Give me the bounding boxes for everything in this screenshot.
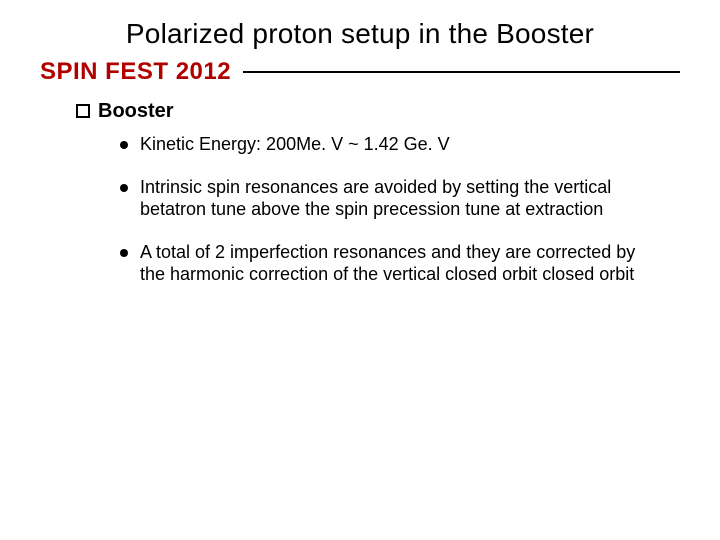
section-heading: Booster: [98, 100, 174, 123]
square-bullet-icon: [76, 104, 90, 118]
bullet-text: A total of 2 imperfection resonances and…: [140, 241, 660, 286]
dot-bullet-icon: [120, 249, 128, 257]
list-item: Intrinsic spin resonances are avoided by…: [120, 176, 680, 221]
dot-bullet-icon: [120, 141, 128, 149]
banner-text: SPIN FEST 2012: [40, 58, 231, 86]
bullet-list: Kinetic Energy: 200Me. V ~ 1.42 Ge. V In…: [76, 133, 680, 286]
content-area: Booster Kinetic Energy: 200Me. V ~ 1.42 …: [40, 100, 680, 286]
banner-divider-line: [243, 71, 680, 73]
banner-row: SPIN FEST 2012: [40, 58, 680, 86]
bullet-text: Kinetic Energy: 200Me. V ~ 1.42 Ge. V: [140, 133, 450, 156]
list-item: A total of 2 imperfection resonances and…: [120, 241, 680, 286]
slide-title: Polarized proton setup in the Booster: [40, 18, 680, 50]
dot-bullet-icon: [120, 184, 128, 192]
section-heading-row: Booster: [76, 100, 680, 123]
slide-container: Polarized proton setup in the Booster SP…: [0, 0, 720, 540]
list-item: Kinetic Energy: 200Me. V ~ 1.42 Ge. V: [120, 133, 680, 156]
bullet-text: Intrinsic spin resonances are avoided by…: [140, 176, 660, 221]
